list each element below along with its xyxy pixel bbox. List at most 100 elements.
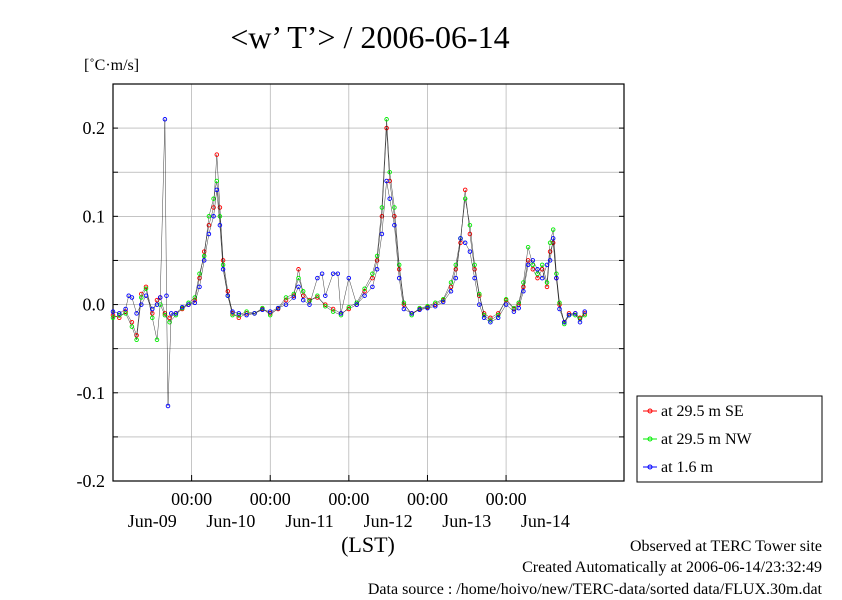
footer-observed: Observed at TERC Tower site [630, 538, 822, 555]
footer-created: Created Automatically at 2006-06-14/23:3… [522, 559, 822, 576]
data-point [488, 315, 493, 321]
legend-marker [647, 408, 653, 414]
data-point [129, 295, 135, 300]
series-layer [110, 117, 587, 409]
data-point [315, 275, 320, 281]
data-point [530, 267, 536, 272]
y-tick-label: 0.1 [83, 206, 106, 226]
data-point [230, 309, 235, 314]
data-point [472, 262, 477, 268]
legend-marker [647, 464, 653, 470]
data-point [462, 240, 468, 246]
data-point [330, 271, 336, 276]
data-point [516, 300, 521, 306]
data-point [167, 315, 172, 321]
data-point [530, 262, 536, 268]
data-point [401, 306, 407, 312]
data-point [123, 311, 128, 316]
data-point [392, 205, 397, 210]
data-point [123, 306, 128, 312]
series-line [112, 119, 585, 340]
legend-label: at 1.6 m [661, 459, 714, 476]
data-point [165, 403, 171, 409]
data-point [582, 309, 587, 314]
x-tick-label: 00:00 [486, 489, 527, 509]
data-point [214, 152, 220, 157]
data-point [206, 231, 212, 237]
data-point [544, 284, 550, 290]
data-point [150, 306, 155, 312]
data-point [117, 315, 122, 321]
data-point [217, 214, 223, 219]
data-point [162, 117, 168, 122]
data-point [396, 267, 402, 272]
data-point [346, 275, 352, 281]
data-point [535, 275, 540, 281]
data-point [539, 267, 545, 272]
data-point [481, 312, 487, 318]
plot-frame [112, 83, 625, 482]
data-point [544, 262, 550, 268]
legend-items: at 29.5 m SE at 29.5 m NW at 1.6 m [643, 403, 753, 476]
data-point [211, 205, 216, 210]
data-point [275, 305, 281, 311]
data-point [201, 258, 207, 263]
data-point [550, 236, 556, 241]
data-point [307, 302, 312, 307]
data-point [396, 262, 402, 268]
data-point [547, 258, 553, 263]
legend-label: at 29.5 m SE [661, 403, 744, 420]
data-point [417, 307, 422, 313]
data-point [525, 244, 531, 250]
y-tick-label: -0.1 [77, 383, 106, 403]
data-point [573, 311, 578, 316]
data-point [387, 169, 392, 175]
x-tick-label: 00:00 [250, 489, 291, 509]
data-point [440, 299, 446, 305]
data-point [225, 293, 231, 298]
data-point [547, 249, 553, 254]
chart-title: <w’ T’> / 2006-06-14 [230, 19, 509, 55]
data-point [521, 284, 526, 290]
data-point [362, 286, 367, 291]
x-date-label: Jun-11 [285, 511, 333, 531]
x-tick-label: 00:00 [328, 489, 369, 509]
data-point [211, 214, 216, 219]
x-date-label: Jun-09 [128, 511, 177, 531]
data-point [236, 315, 242, 321]
data-point [467, 249, 473, 254]
data-point [225, 289, 231, 294]
data-point [315, 293, 320, 298]
data-point [260, 307, 265, 313]
data-point [346, 304, 352, 310]
data-point [562, 319, 567, 325]
data-point [126, 293, 131, 298]
data-point [374, 258, 380, 263]
data-point [467, 231, 473, 237]
data-point [323, 293, 328, 298]
data-point [425, 305, 430, 311]
data-point [300, 297, 306, 303]
y-tick-label: -0.2 [77, 471, 106, 491]
data-point [488, 319, 493, 325]
legend-marker [647, 436, 653, 442]
data-point [354, 302, 359, 307]
data-point [384, 178, 389, 184]
data-point [157, 295, 163, 300]
data-point [283, 295, 289, 300]
data-point [201, 253, 207, 259]
data-point [495, 315, 501, 321]
data-point [503, 297, 509, 302]
data-point [217, 222, 223, 228]
x-axis-label: (LST) [341, 532, 395, 557]
data-point [530, 258, 536, 263]
data-point [453, 275, 459, 281]
data-point [396, 275, 402, 281]
data-point [362, 293, 367, 298]
data-point [167, 319, 172, 325]
data-point [197, 284, 202, 290]
data-point [197, 271, 202, 276]
data-point [539, 262, 545, 268]
data-point [448, 280, 454, 285]
data-point [252, 311, 257, 316]
